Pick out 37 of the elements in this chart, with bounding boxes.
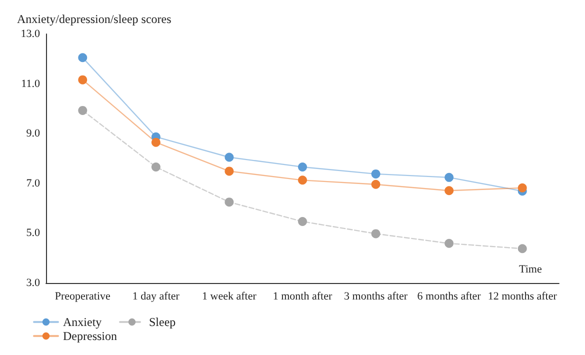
- y-tick-label: 5.0: [26, 227, 40, 240]
- point: [298, 217, 307, 226]
- point: [371, 229, 380, 238]
- point: [444, 186, 454, 196]
- point: [518, 183, 527, 192]
- x-tick-label: 1 day after: [132, 290, 180, 302]
- x-tick-label: Preoperative: [54, 290, 111, 302]
- legend-label: Sleep: [148, 315, 176, 329]
- point: [151, 162, 160, 172]
- x-tick-label: 3 months after: [344, 290, 408, 302]
- point: [224, 166, 234, 176]
- y-tick-label: 9.0: [26, 128, 40, 140]
- x-tick-label: 6 months after: [417, 290, 482, 302]
- point: [444, 172, 454, 182]
- point: [78, 53, 88, 62]
- point: [224, 198, 234, 207]
- y-tick-label: 7.0: [26, 177, 40, 190]
- y-tick-label: 13.0: [20, 28, 40, 40]
- point: [444, 238, 454, 248]
- point: [298, 176, 307, 185]
- point: [298, 162, 307, 172]
- point: [78, 106, 88, 115]
- point: [371, 169, 380, 178]
- x-tick-label: 12 months after: [488, 290, 558, 302]
- point: [224, 152, 234, 162]
- y-axis-title: Anxiety/depression/sleep scores: [17, 12, 172, 26]
- point: [151, 138, 160, 147]
- legend-label: Depression: [63, 329, 117, 343]
- y-tick-label: 11.0: [21, 78, 40, 90]
- x-axis-title: Time: [519, 264, 542, 276]
- y-tick-label: 3.0: [26, 277, 40, 289]
- point: [78, 75, 88, 84]
- legend-label: Anxiety: [63, 315, 102, 329]
- point: [518, 244, 527, 254]
- x-tick-label: 1 week after: [202, 290, 257, 302]
- point: [371, 180, 380, 189]
- x-tick-label: 1 month after: [272, 290, 332, 302]
